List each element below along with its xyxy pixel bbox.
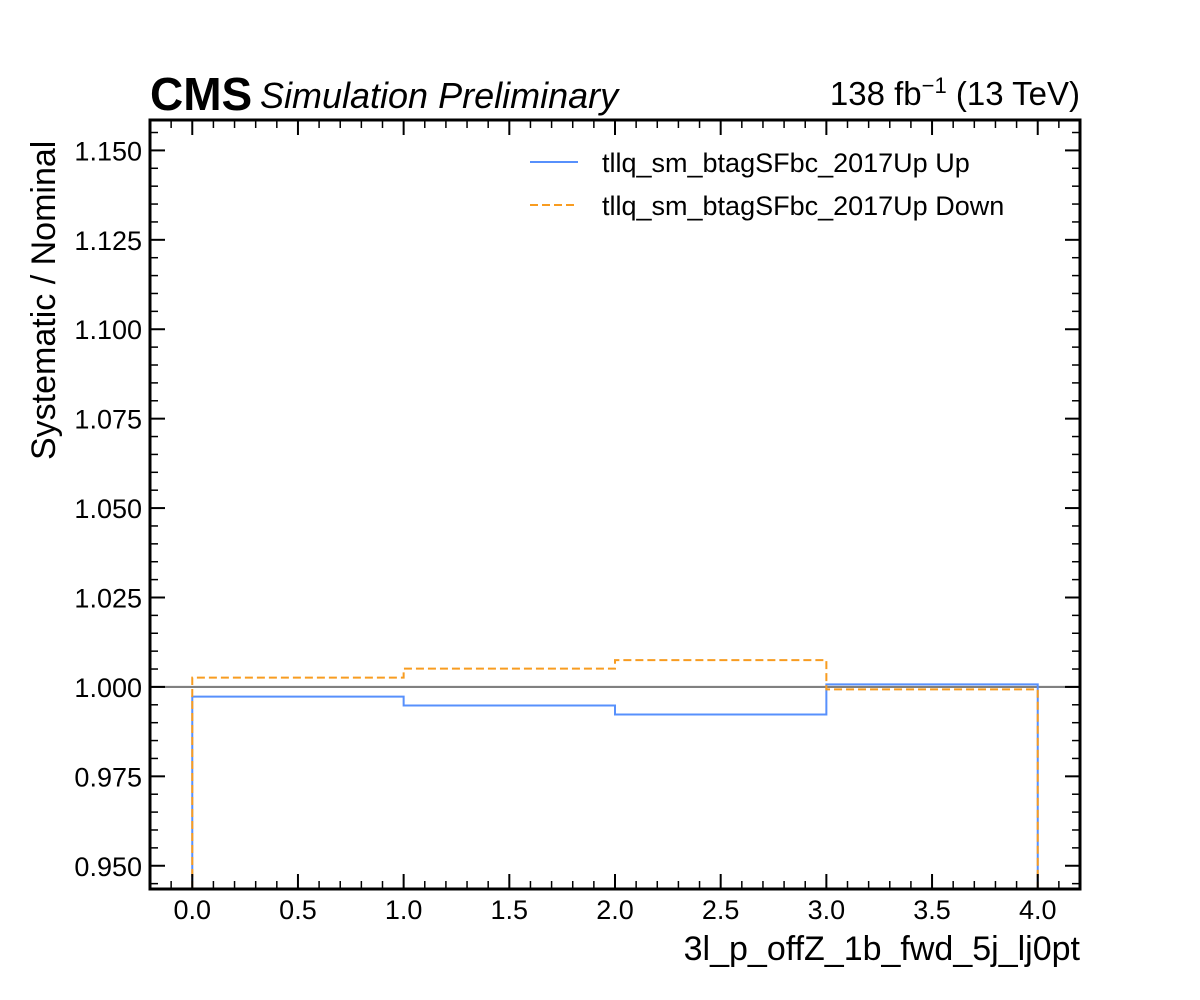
y-tick-label: 1.000 [74,673,142,703]
x-tick-label: 0.5 [279,895,317,925]
x-tick-label: 4.0 [1019,895,1057,925]
x-axis: 0.0 0.5 1.0 1.5 2.0 2.5 3.0 3.5 4.0 [149,120,1081,925]
y-tick-label: 1.025 [74,583,142,613]
luminosity-label: 138 fb−1 (13 TeV) [830,73,1080,113]
legend-label: tllq_sm_btagSFbc_2017Up Up [602,148,970,178]
x-tick-label: 0.0 [173,895,211,925]
plot-area [150,659,1080,889]
plot-frame [148,118,1082,891]
y-tick-label: 1.050 [74,494,142,524]
x-tick-label: 2.0 [596,895,634,925]
y-axis: 0.950 0.975 1.000 1.025 1.050 1.075 1.100 1.125… [74,131,1080,885]
x-axis-label: 3l_p_offZ_1b_fwd_5j_lj0pt [684,930,1081,968]
series-up-line [191,683,1039,889]
x-tick-label: 3.5 [913,895,951,925]
x-tick-label: 3.0 [808,895,846,925]
y-tick-label: 1.150 [74,136,142,166]
y-tick-label: 0.975 [74,762,142,792]
x-tick-label: 1.5 [491,895,529,925]
x-tick-label: 2.5 [702,895,740,925]
legend-label: tllq_sm_btagSFbc_2017Up Down [602,191,1004,221]
y-tick-label: 1.125 [74,226,142,256]
x-tick-label: 1.0 [385,895,423,925]
y-tick-label: 0.950 [74,852,142,882]
status-label: Simulation Preliminary [260,75,620,116]
chart-header: CMS Simulation Preliminary 138 fb−1 (13 … [150,68,1080,120]
legend: tllq_sm_btagSFbc_2017Up Up tllq_sm_btagSF… [530,148,1004,221]
y-tick-label: 1.100 [74,315,142,345]
y-tick-label: 1.075 [74,405,142,435]
experiment-label: CMS [150,68,252,120]
y-axis-label: Systematic / Nominal [25,141,63,460]
series-down-line [191,659,1039,889]
